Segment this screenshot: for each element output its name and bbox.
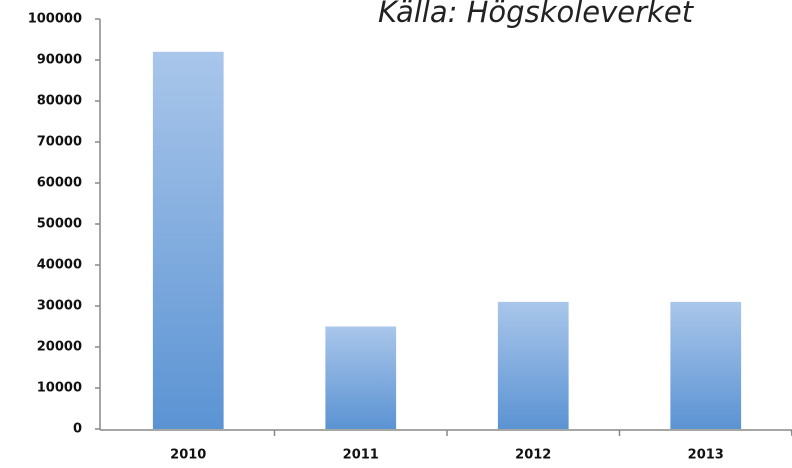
y-tick-label: 50000 xyxy=(37,217,82,232)
y-tick-label: 0 xyxy=(73,422,82,437)
y-tick-label: 40000 xyxy=(37,258,82,273)
y-tick-label: 80000 xyxy=(37,94,82,109)
y-tick-label: 30000 xyxy=(37,299,82,314)
x-tick-label: 2013 xyxy=(688,448,724,463)
x-tick-label: 2010 xyxy=(170,448,206,463)
y-tick-label: 10000 xyxy=(37,381,82,396)
chart-title: Källa: Högskoleverket xyxy=(378,0,695,29)
y-tick-label: 100000 xyxy=(28,12,82,27)
y-tick-label: 20000 xyxy=(37,340,82,355)
y-tick-label: 90000 xyxy=(37,53,82,68)
bar xyxy=(497,301,569,429)
bar xyxy=(670,301,742,429)
y-tick-label: 70000 xyxy=(37,135,82,150)
x-tick-label: 2011 xyxy=(343,448,379,463)
x-tick-label: 2012 xyxy=(515,448,551,463)
bar xyxy=(152,51,224,430)
y-tick-label: 60000 xyxy=(37,176,82,191)
bar xyxy=(325,326,397,429)
